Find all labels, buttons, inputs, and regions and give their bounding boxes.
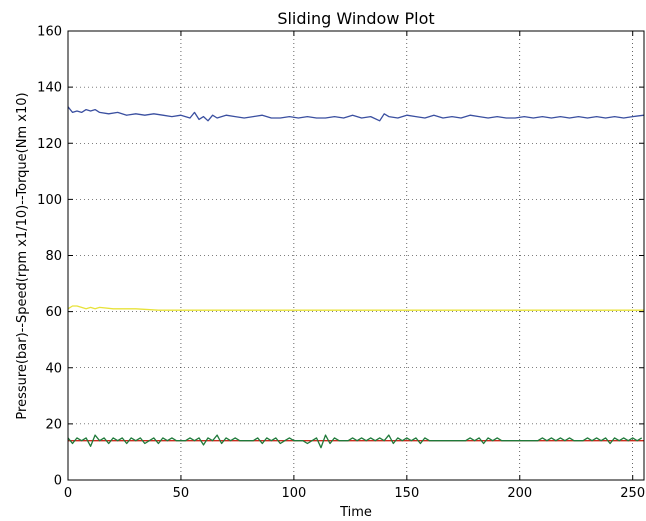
- y-axis-label: Pressure(bar)--Speed(rpm x1/10)--Torque(…: [15, 92, 30, 419]
- y-tick-label: 20: [45, 417, 62, 432]
- series-line-1: [67, 106, 645, 122]
- x-tick-label: 50: [173, 486, 190, 501]
- y-tick-label: 100: [37, 193, 62, 208]
- x-axis-label: Time: [339, 505, 372, 520]
- y-tick-label: 0: [54, 474, 62, 489]
- x-tick-label: 250: [620, 486, 645, 501]
- x-tick-label: 200: [507, 486, 532, 501]
- series-line-2: [67, 305, 644, 311]
- plot-area: [67, 106, 645, 449]
- y-tick-label: 160: [37, 25, 62, 40]
- x-tick-label: 0: [64, 486, 72, 501]
- y-tick-label: 120: [37, 137, 62, 152]
- grid-lines: [67, 30, 644, 481]
- y-tick-label: 40: [45, 361, 62, 376]
- x-tick-label: 150: [394, 486, 419, 501]
- y-tick-label: 140: [37, 81, 62, 96]
- y-tick-label: 80: [45, 249, 62, 264]
- series-line-4: [67, 434, 643, 449]
- axis-ticks: 0 50 100 150 200 250 0 20 40 60 80 100 120 140 160: [37, 25, 645, 502]
- y-tick-label: 60: [45, 305, 62, 320]
- x-tick-label: 100: [281, 486, 306, 501]
- chart-title: Sliding Window Plot: [277, 9, 434, 28]
